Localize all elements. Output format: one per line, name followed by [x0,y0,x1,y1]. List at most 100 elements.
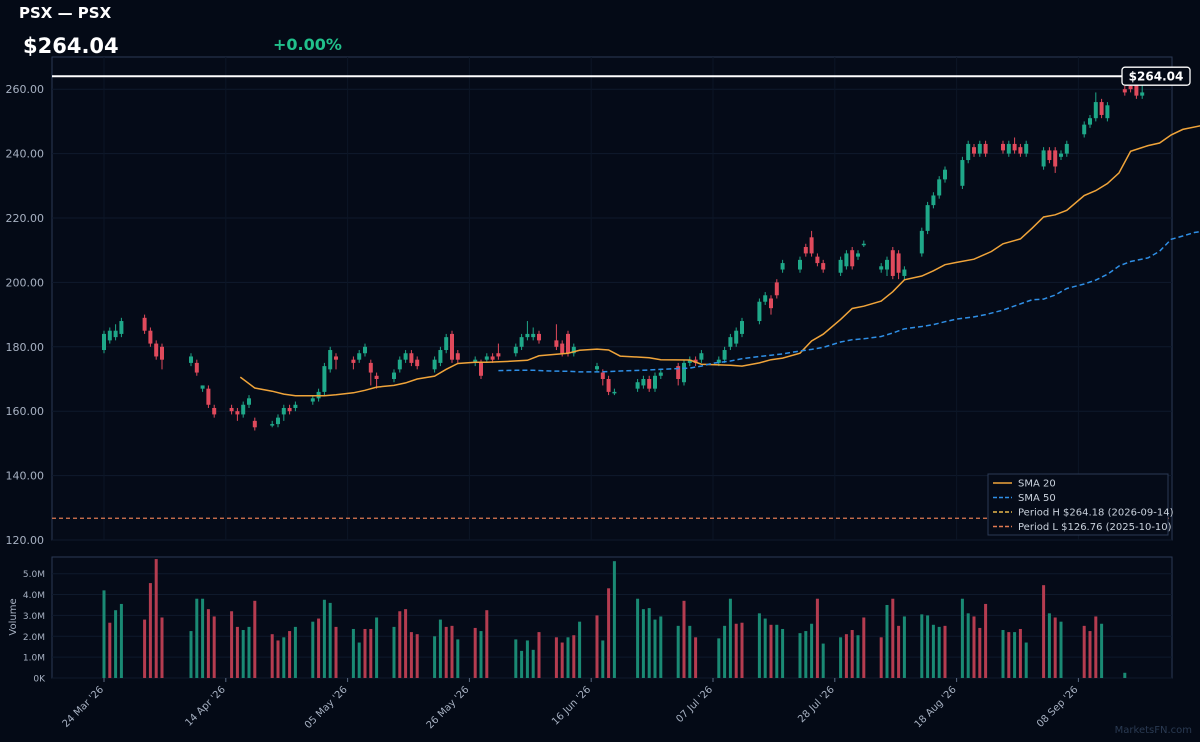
candle-body [455,353,460,360]
volume-bar [404,609,408,678]
candle-body [821,263,826,270]
candle-body [838,259,843,273]
legend-label: Period H $264.18 (2026-09-14) [1018,508,1174,519]
volume-bar [201,598,205,678]
volume-bar [102,590,106,678]
candle-body [270,424,275,426]
candle-body [519,337,524,347]
candle-body [142,317,147,331]
volume-bar [369,628,373,678]
x-tick-label: 08 Sep '26 [1035,684,1081,730]
candle-body [1093,102,1098,119]
volume-bar [943,625,947,678]
x-tick-label: 16 Jun '26 [550,684,593,727]
volume-bar [154,559,158,678]
volume-bar [270,634,274,678]
candle-body [931,195,936,206]
volume-bar [311,621,315,678]
candle-body [919,230,924,254]
candle-body [241,404,246,415]
volume-bar [247,626,251,678]
volume-bar [966,613,970,678]
candle-body [200,385,205,389]
legend-box [987,473,1169,536]
candle-body [322,366,327,392]
candle-body [850,250,855,267]
candle-body [479,362,483,376]
volume-bar [856,635,860,678]
chart-title: PSX — PSX [19,4,112,22]
volume-bar [1018,628,1022,678]
x-tick-label: 26 May '26 [425,684,472,731]
volume-bar [931,624,935,678]
candle-body [432,359,437,370]
candle-body [595,366,599,370]
candle-body [113,330,118,338]
volume-bar [1094,616,1098,678]
volume-bar [1059,621,1063,678]
volume-bar [897,625,901,678]
candle-body [1059,153,1063,157]
candle-body [676,366,681,379]
volume-bar [531,649,535,678]
candle-body [890,250,895,276]
x-tick-label: 05 May '26 [303,684,350,731]
candle-body [1128,85,1133,90]
candle-body [194,362,199,373]
candle-body [357,353,362,360]
candle-body [328,350,333,370]
volume-bar [398,611,402,678]
volume-bar [844,634,848,678]
candle-body [1012,143,1017,151]
candle-body [490,356,495,360]
volume-bar [206,609,210,678]
candle-body [1082,124,1087,135]
candle-body [809,237,814,254]
candle-body [612,391,617,394]
volume-bar [607,588,611,678]
volume-bar [769,624,773,678]
candle-body [1047,150,1052,161]
volume-bar [328,602,332,678]
volume-bar [230,611,234,678]
last-price-tag [1121,66,1191,86]
candle-body [287,407,292,412]
volume-bar [937,626,941,678]
volume-bar [148,583,152,678]
volume-bar [195,598,199,678]
candle-body [722,350,727,360]
candle-body [415,359,420,367]
volume-tick-label: 3.0M [23,612,45,622]
volume-bar [514,639,518,678]
volume-bar [479,631,483,678]
volume-bar [241,630,245,678]
candle-body [252,420,257,428]
candle-body [566,333,570,354]
candle-body [119,321,124,334]
volume-tick-label: 5.0M [23,570,45,580]
volume-bar [775,624,779,678]
volume-bar [357,642,361,678]
volume-bar [560,642,564,678]
y-tick-label: 180.00 [6,341,45,354]
candle-body [206,388,211,405]
candle-body [1001,143,1005,151]
volume-bar [1001,630,1005,678]
x-axis: 24 Mar '26 14 Apr '26 05 May '26 26 May '26… [61,678,1081,731]
volume-bar [1047,613,1051,678]
volume-tick-label: 2.0M [23,633,45,643]
volume-bar [456,639,460,678]
volume-bar [984,603,988,678]
volume-bar [821,643,825,678]
candle-body [560,343,565,354]
volume-bar [392,626,396,678]
candle-body [693,359,698,363]
y-tick-label: 140.00 [6,470,45,483]
candle-body [363,346,367,354]
volume-tick-label: 1.0M [23,654,45,664]
candle-body [1053,150,1058,167]
volume-bar [253,600,257,678]
candle-body [740,321,744,334]
volume-bar [160,617,164,678]
